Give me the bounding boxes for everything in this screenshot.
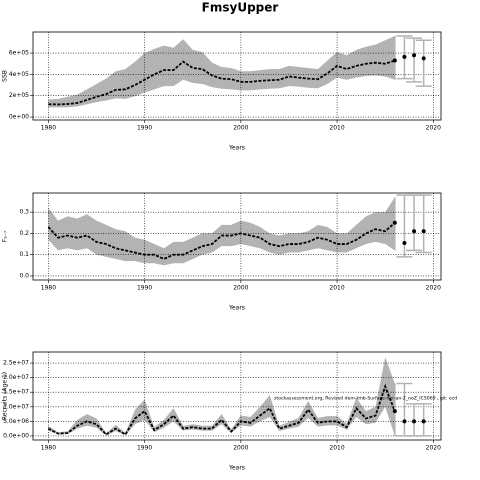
x-tick-label: 2020 [426, 445, 441, 452]
projection-point [402, 419, 407, 424]
x-tick-label: 2000 [233, 285, 248, 292]
panel: 1980 1990 2000 2010 2020 0.0 0.1 0.2 0.3 Years F₃₋… [2, 192, 442, 312]
y-tick-label: 0.1 [19, 251, 29, 258]
confidence-band [48, 357, 395, 436]
x-tick-label: 2020 [426, 125, 441, 132]
median-line [48, 59, 396, 106]
plot-frame [32, 192, 442, 281]
y-tick-label: 6e+05 [9, 50, 29, 57]
x-tick-label: 2000 [233, 445, 248, 452]
x-tick-label: 1990 [137, 285, 152, 292]
y-tick-label: 0.0e+00 [3, 432, 29, 439]
confidence-band [48, 36, 395, 108]
panel: 1980 1990 2000 2010 2020 0e+00 2e+05 4e+05 6e+05… [2, 31, 442, 152]
projection-point [421, 229, 426, 234]
median-line [47, 222, 396, 260]
x-tick-label: 1980 [41, 445, 56, 452]
projection-point [412, 229, 417, 234]
x-tick-label: 1990 [137, 445, 152, 452]
y-tick-label: 2.0e+07 [3, 374, 29, 381]
x-tick-label: 2000 [233, 125, 248, 132]
confidence-band [48, 197, 395, 266]
plot-frame [32, 31, 442, 121]
x-tick-label: 2010 [329, 125, 344, 132]
y-axis-label: Recruits (Age 1) [2, 372, 9, 420]
projection-point [421, 419, 426, 424]
projection-point [402, 54, 407, 59]
y-tick-label: 0.3 [19, 209, 29, 216]
x-tick-label: 2010 [329, 445, 344, 452]
y-tick-label: 5.0e+06 [3, 418, 29, 425]
plot-frame [32, 351, 442, 441]
x-axis-label: Years [228, 145, 245, 152]
x-axis-label: Years [228, 465, 245, 472]
projection-point [412, 53, 417, 58]
x-tick-label: 1990 [137, 125, 152, 132]
x-tick-label: 1980 [41, 285, 56, 292]
point [392, 58, 397, 63]
projection-point [421, 56, 426, 61]
y-tick-label: 2e+05 [9, 92, 29, 99]
point [392, 220, 397, 225]
y-axis-label: SSB [2, 70, 9, 82]
x-tick-label: 2010 [329, 285, 344, 292]
annotation: stockassessment.org, Revised dem-tmb-Sur… [274, 396, 457, 402]
x-tick-label: 1980 [41, 125, 56, 132]
projection-point [402, 240, 407, 245]
y-tick-label: 0.2 [19, 230, 29, 237]
panel: 1980 1990 2000 2010 2020 0.0e+00 5.0e+06 1.0e+0… [2, 351, 457, 472]
y-tick-label: 1.5e+07 [3, 389, 29, 396]
y-axis-label: F₃₋₇ [2, 230, 9, 242]
figure-title: FmsyUpper [202, 1, 279, 15]
x-tick-label: 2020 [426, 285, 441, 292]
y-tick-label: 2.5e+07 [3, 360, 29, 367]
y-tick-label: 0.0 [19, 272, 29, 279]
y-tick-label: 0e+00 [9, 114, 29, 121]
x-axis-label: Years [228, 305, 245, 312]
y-tick-label: 1.0e+07 [3, 403, 29, 410]
y-tick-label: 4e+05 [9, 71, 29, 78]
point [392, 409, 397, 414]
projection-point [412, 419, 417, 424]
